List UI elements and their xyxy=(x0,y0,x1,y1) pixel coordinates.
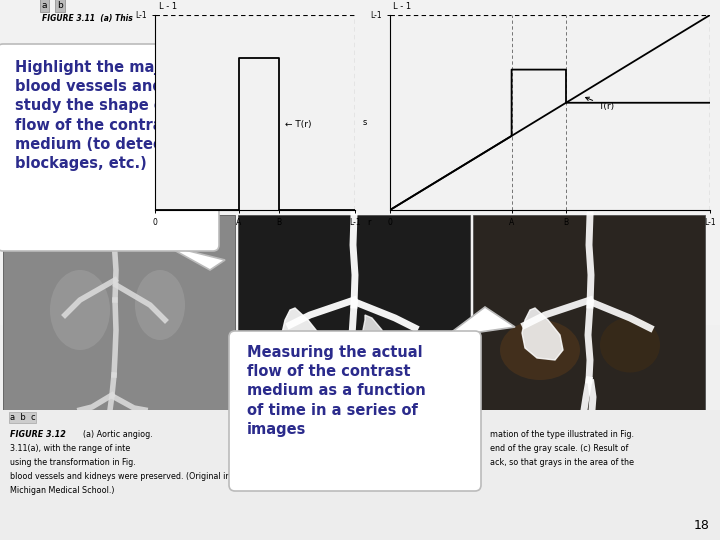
Polygon shape xyxy=(165,245,225,270)
Text: L - 1: L - 1 xyxy=(393,2,411,11)
Text: 18: 18 xyxy=(694,519,710,532)
Text: Michigan Medical School.): Michigan Medical School.) xyxy=(10,486,114,495)
FancyBboxPatch shape xyxy=(229,331,481,491)
Text: b: b xyxy=(57,1,63,10)
Text: L - 1: L - 1 xyxy=(159,2,177,11)
Bar xyxy=(0,410,720,540)
X-axis label: r: r xyxy=(367,218,371,227)
Bar xyxy=(0,325,720,540)
Text: ack, so that grays in the area of the: ack, so that grays in the area of the xyxy=(490,458,634,467)
Text: blood vessels and kidneys were preserved. (Original image courtesy of Dr. Thomas: blood vessels and kidneys were preserved… xyxy=(10,472,431,481)
Text: (a) Aortic angiog.: (a) Aortic angiog. xyxy=(78,430,153,439)
Text: a: a xyxy=(42,1,48,10)
Polygon shape xyxy=(522,308,563,360)
Text: Highlight the major
blood vessels and
study the shape of the
flow of the contras: Highlight the major blood vessels and st… xyxy=(15,60,203,171)
Polygon shape xyxy=(362,315,385,357)
Text: s: s xyxy=(362,118,366,127)
Text: Measuring the actual
flow of the contrast
medium as a function
of time in a seri: Measuring the actual flow of the contras… xyxy=(247,345,426,437)
Text: mation of the type illustrated in Fig.: mation of the type illustrated in Fig. xyxy=(490,430,634,439)
Ellipse shape xyxy=(50,270,110,350)
Ellipse shape xyxy=(600,318,660,373)
Polygon shape xyxy=(282,308,323,360)
Ellipse shape xyxy=(500,320,580,380)
Text: FIGURE 3.12: FIGURE 3.12 xyxy=(10,430,66,439)
Bar xyxy=(238,215,470,410)
Text: end of the gray scale. (c) Result of: end of the gray scale. (c) Result of xyxy=(490,444,629,453)
Bar xyxy=(0,0,720,325)
Text: ← T(r): ← T(r) xyxy=(285,120,312,129)
Text: 3.11(a), with the range of inte: 3.11(a), with the range of inte xyxy=(10,444,130,453)
Text: a  b  c: a b c xyxy=(10,413,35,422)
Text: T(r): T(r) xyxy=(585,97,614,111)
Text: using the transformation in Fig.: using the transformation in Fig. xyxy=(10,458,136,467)
Polygon shape xyxy=(445,307,515,337)
Ellipse shape xyxy=(135,270,185,340)
Bar xyxy=(3,215,235,410)
Text: FIGURE 3.11  (a) This: FIGURE 3.11 (a) This xyxy=(42,14,132,23)
Bar xyxy=(473,215,705,410)
FancyBboxPatch shape xyxy=(0,44,219,251)
